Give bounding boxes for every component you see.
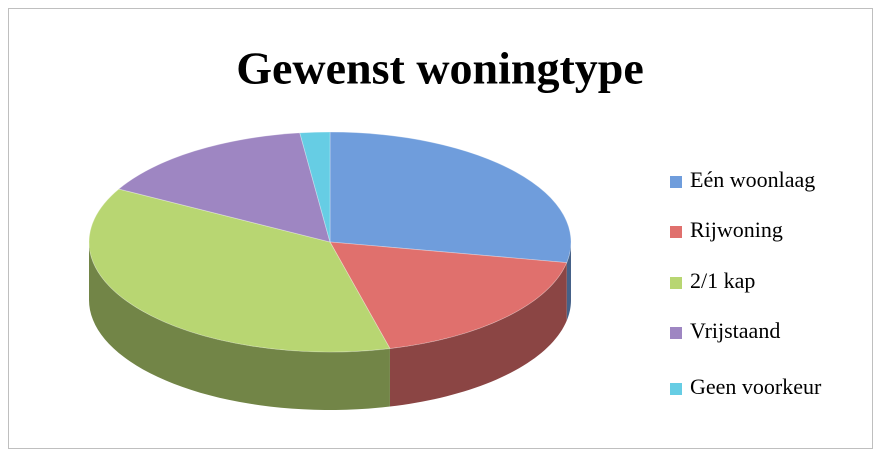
legend-label: Geen voorkeur (690, 374, 822, 399)
slice-side (389, 262, 567, 407)
chart-title: Gewenst woningtype (236, 43, 644, 94)
legend-label: Eén woonlaag (690, 167, 815, 192)
legend-label: Vrijstaand (690, 318, 780, 343)
slice (299, 131, 331, 243)
slice-side (89, 242, 390, 410)
legend-swatch (670, 277, 682, 289)
slice-side (566, 242, 571, 321)
legend-swatch (670, 327, 682, 339)
legend-swatch (670, 176, 682, 188)
legend-label: 2/1 kap (690, 268, 755, 293)
legend-swatch (670, 226, 682, 238)
slice (88, 188, 391, 353)
legend: Eén woonlaag Rijwoning 2/1 kap Vrijstaand Ge… (670, 167, 822, 399)
slice (329, 241, 568, 349)
slice (329, 131, 572, 264)
pie (88, 131, 572, 410)
legend-swatch (670, 383, 682, 395)
legend-label: Rijwoning (690, 217, 783, 242)
slice (117, 132, 331, 243)
